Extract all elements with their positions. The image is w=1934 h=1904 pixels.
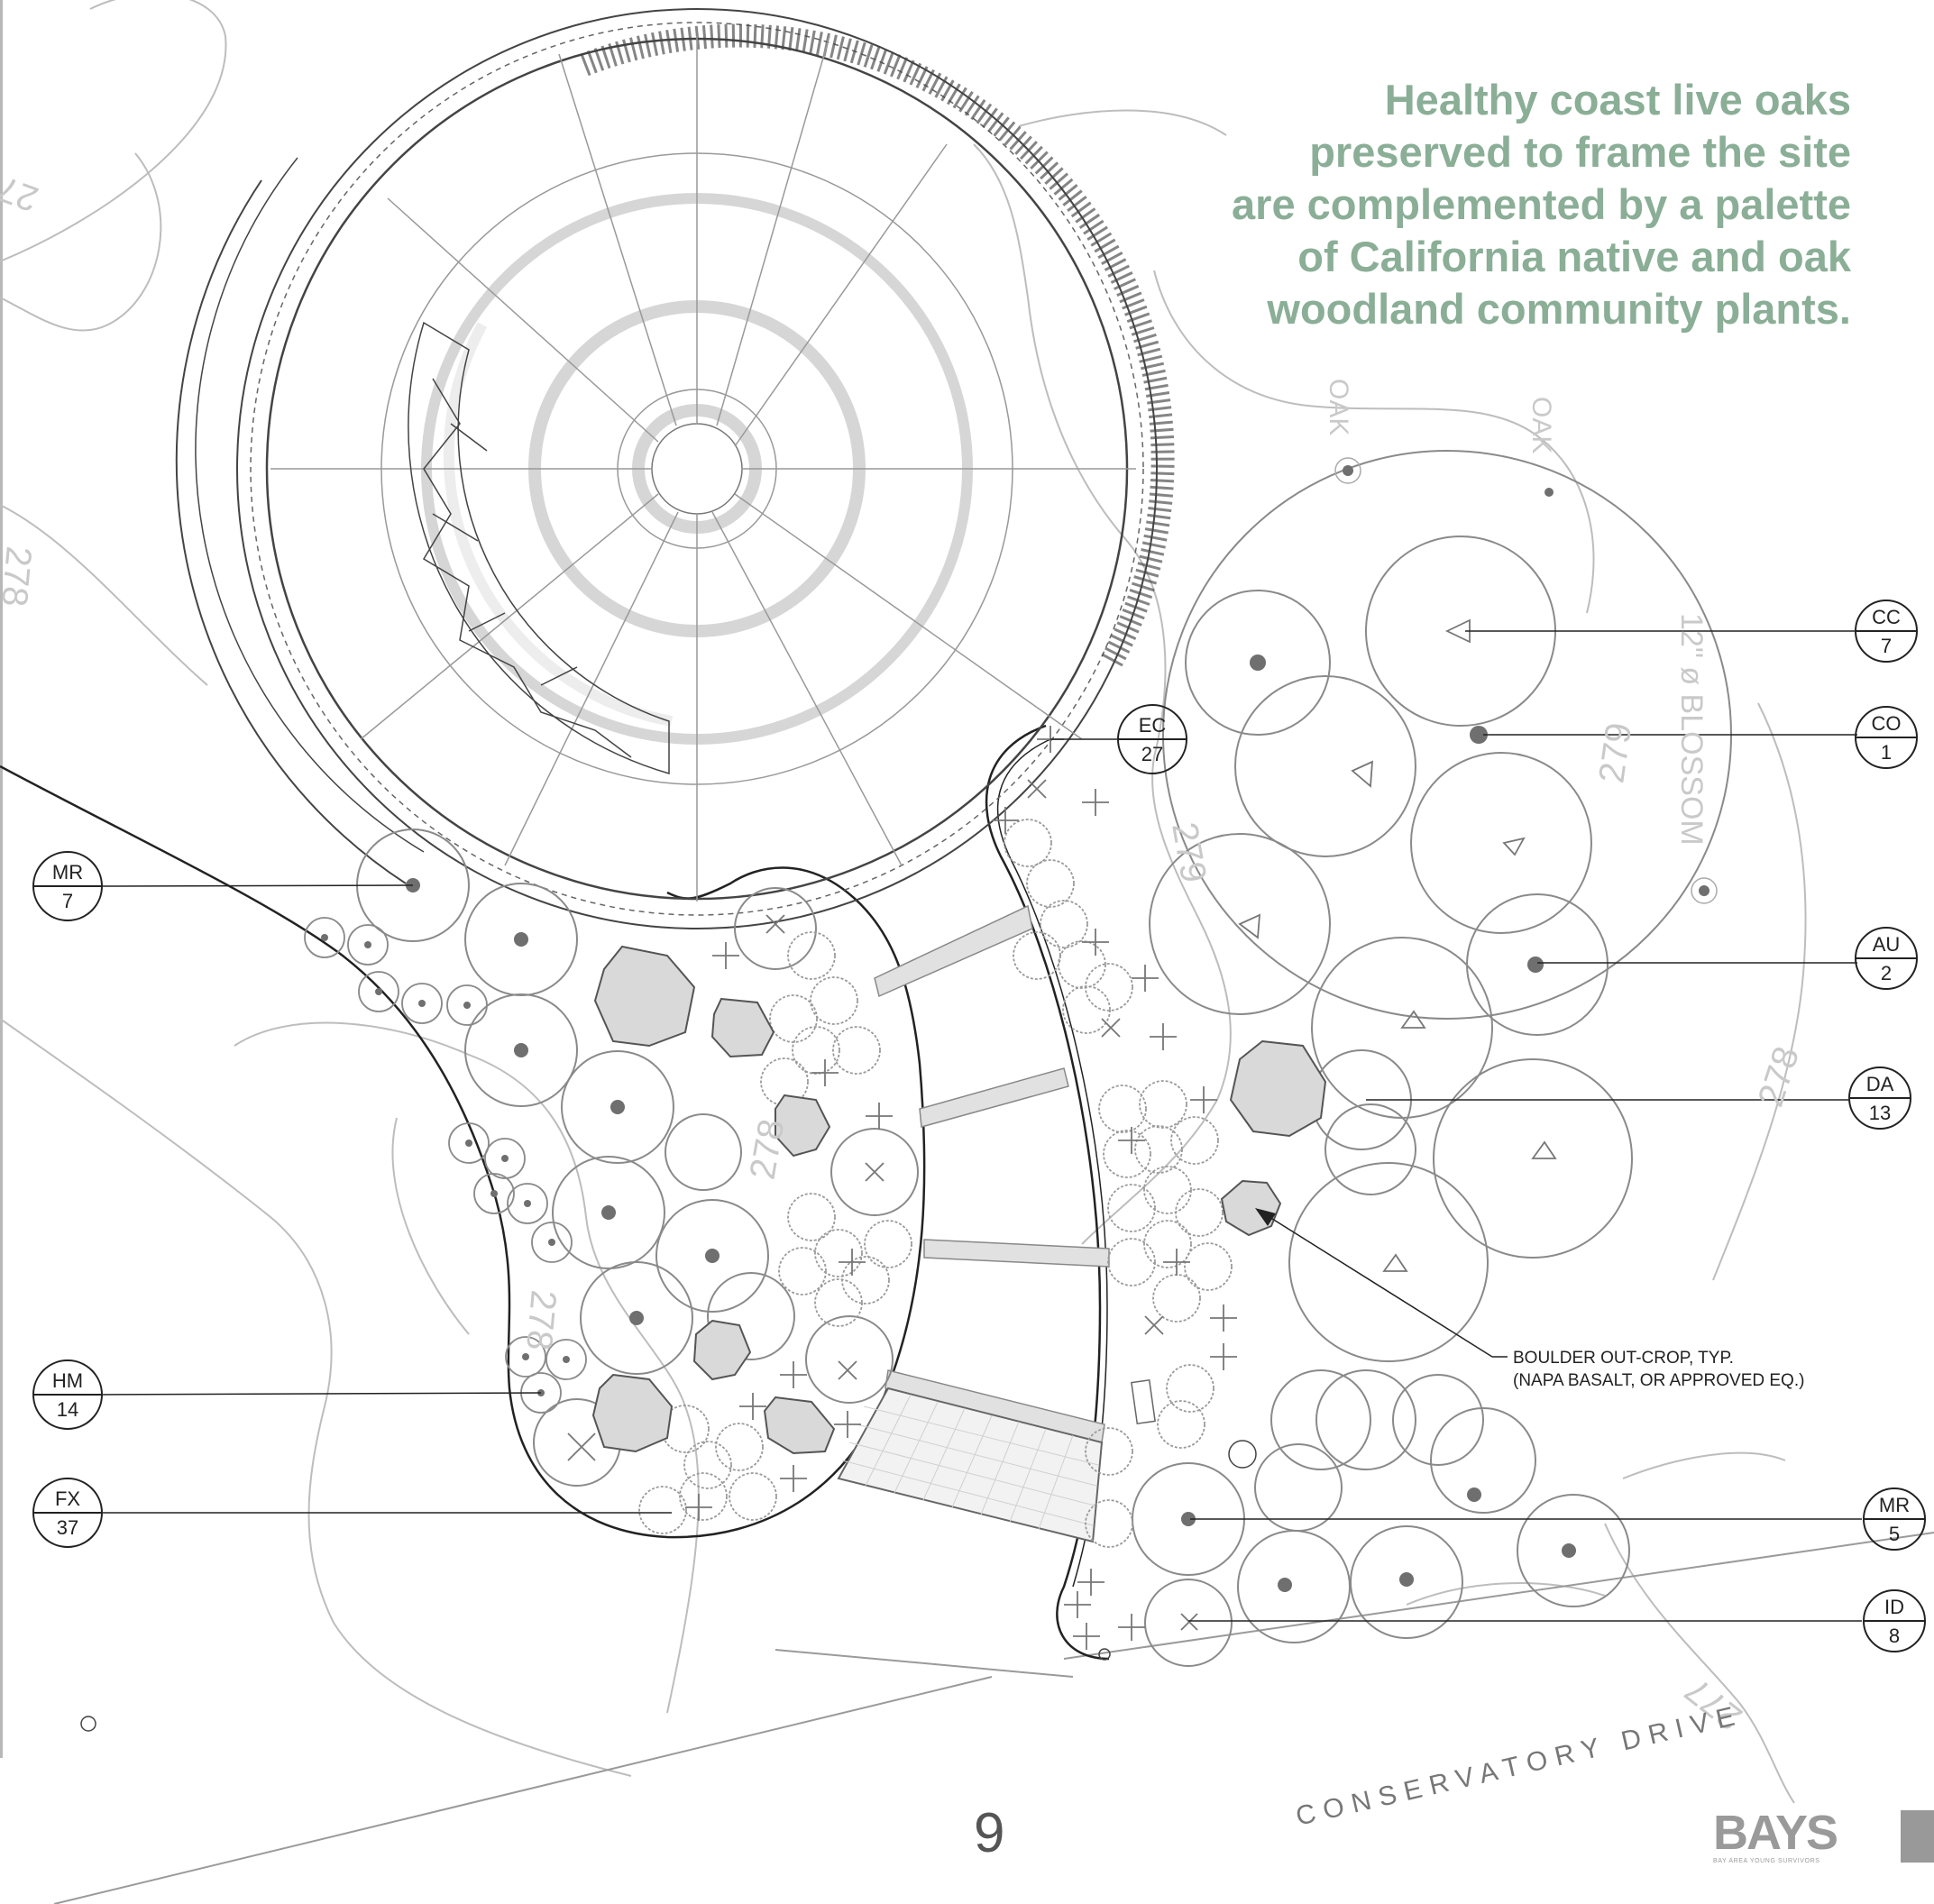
contour-label-278-b: 278 xyxy=(0,545,39,608)
boulder-note-line2: (NAPA BASALT, OR APPROVED EQ.) xyxy=(1513,1371,1804,1390)
boulders xyxy=(591,945,1327,1455)
contour-label-278-a: 278 xyxy=(0,161,43,219)
blossom-label: 12" ø BLOSSOM xyxy=(1674,613,1709,846)
tag-da-qty: 13 xyxy=(1869,1102,1891,1124)
corner-block xyxy=(1901,1810,1934,1863)
paver-pad xyxy=(837,1387,1104,1543)
walkway-bands xyxy=(874,904,1110,1443)
tag-cc-code: CC xyxy=(1872,606,1901,628)
contour-label-278-e: 278 xyxy=(518,1288,564,1351)
contour-label-279-a: 279 xyxy=(1164,819,1214,885)
leader-arrowhead xyxy=(1255,1208,1276,1226)
page-number: 9 xyxy=(974,1802,1005,1864)
oak-label-b: OAK xyxy=(1526,397,1556,453)
left-planting-bed xyxy=(0,764,926,1539)
bays-logo: BAYS BAY AREA YOUNG SURVIVORS xyxy=(1713,1808,1839,1864)
page-edge-strip xyxy=(0,0,3,1758)
contour-label-278-d: 278 xyxy=(743,1116,793,1182)
tag-da-code: DA xyxy=(1866,1073,1894,1095)
tree-trunk-rings xyxy=(80,457,1718,1732)
logo-tagline: BAY AREA YOUNG SURVIVORS xyxy=(1713,1858,1820,1864)
tag-ec-qty: 27 xyxy=(1141,743,1163,765)
tag-hm-qty: 14 xyxy=(57,1398,78,1421)
plant-tag-labels: CC 7 CO 1 AU 2 DA 13 MR 5 ID 8 MR 7 HM 1… xyxy=(52,606,1910,1647)
tag-mr-left-qty: 7 xyxy=(62,890,73,912)
shrubs xyxy=(638,819,1233,1548)
headline: Healthy coast live oaks preserved to fra… xyxy=(1112,74,1851,335)
plant-dots xyxy=(321,465,1709,1592)
tag-fx-code: FX xyxy=(55,1488,80,1510)
right-planting-bed xyxy=(985,724,1110,1661)
triangle-symbols xyxy=(1238,618,1557,1272)
circular-plaza xyxy=(175,8,1175,929)
tag-id-qty: 8 xyxy=(1889,1625,1900,1647)
oak-label-a: OAK xyxy=(1324,379,1353,435)
tag-cc-qty: 7 xyxy=(1881,635,1892,657)
headline-line-2: preserved to frame the site xyxy=(1309,128,1851,176)
road-label: CONSERVATORY DRIVE xyxy=(1293,1700,1746,1832)
contour-lines xyxy=(0,0,1807,1804)
headline-line-1: Healthy coast live oaks xyxy=(1384,76,1851,124)
tree-canopies xyxy=(356,450,1732,1667)
tag-mr-right-code: MR xyxy=(1879,1494,1910,1516)
flagstone-area xyxy=(408,321,670,774)
tag-mr-left-code: MR xyxy=(52,861,83,883)
tag-id-code: ID xyxy=(1884,1596,1904,1618)
tag-mr-right-qty: 5 xyxy=(1889,1523,1900,1545)
tag-ec-code: EC xyxy=(1139,714,1167,737)
plant-tags xyxy=(32,600,1926,1652)
tag-hm-code: HM xyxy=(52,1369,83,1392)
headline-line-3: are complemented by a palette xyxy=(1232,180,1851,228)
boulder-note-line1: BOULDER OUT-CROP, TYP. xyxy=(1513,1349,1734,1368)
logo-word: BAYS xyxy=(1713,1806,1838,1860)
tag-au-code: AU xyxy=(1873,933,1901,956)
leader-lines xyxy=(98,630,1862,1622)
headline-line-4: of California native and oak xyxy=(1297,233,1851,280)
road-edges xyxy=(53,1532,1934,1904)
contour-label-278-c: 278 xyxy=(1751,1042,1807,1112)
tag-co-code: CO xyxy=(1872,712,1902,735)
plant-symbols xyxy=(567,726,1237,1650)
tag-fx-qty: 37 xyxy=(57,1516,78,1539)
headline-line-5: woodland community plants. xyxy=(1267,285,1851,333)
tag-co-qty: 1 xyxy=(1881,741,1892,764)
tag-au-qty: 2 xyxy=(1881,962,1892,984)
contour-label-279-b: 279 xyxy=(1591,720,1639,785)
